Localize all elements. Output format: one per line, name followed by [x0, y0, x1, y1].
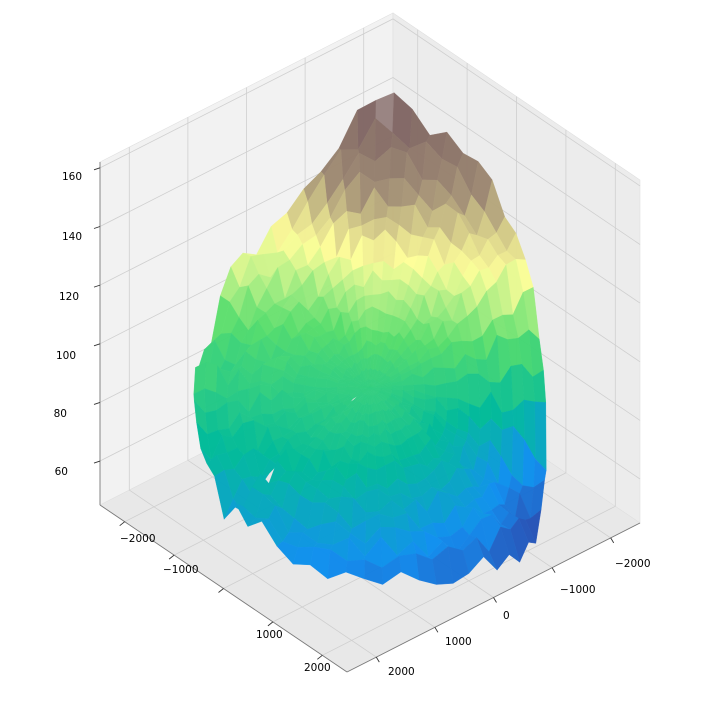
surface-facet — [365, 488, 379, 513]
surface-facet — [292, 382, 305, 394]
x-tick-label: 0 — [503, 610, 510, 622]
surface-facet — [361, 235, 374, 267]
surface-facet — [204, 388, 217, 414]
surface-facet — [345, 559, 365, 580]
z-tick-mark — [93, 226, 101, 229]
y-tick-mark — [317, 654, 323, 660]
y-tick-label: −1000 — [163, 564, 199, 576]
surface-facet — [364, 306, 373, 331]
z-tick-label: 140 — [62, 231, 82, 243]
z-tick-mark — [93, 401, 101, 405]
surface-mesh — [193, 92, 547, 585]
x-gridline — [128, 147, 377, 658]
z-tick-mark — [93, 167, 101, 171]
x-tick-mark — [493, 597, 497, 603]
y-tick-mark — [218, 588, 224, 593]
x-tick-label: 1000 — [445, 636, 472, 648]
z-tick-label: 100 — [56, 350, 76, 362]
z-gridline — [99, 18, 641, 187]
y-tick-label: −2000 — [120, 533, 156, 545]
z-tick-mark — [93, 460, 101, 464]
z-gridline — [99, 77, 641, 245]
surface-facet — [389, 147, 408, 179]
surface-facet — [387, 178, 405, 207]
surface-facet — [433, 367, 447, 387]
surface-facet — [434, 383, 448, 399]
y-tick-label: 2000 — [304, 662, 331, 674]
x-tick-mark — [375, 656, 380, 663]
surface-facet — [443, 367, 458, 384]
z-tick-label: 160 — [62, 171, 82, 183]
x-tick-mark — [610, 537, 615, 544]
tick-marks — [93, 167, 615, 663]
y-tick-mark — [119, 521, 125, 527]
x-tick-label: −1000 — [560, 584, 596, 596]
z-tick-label: 60 — [55, 466, 68, 478]
y-tick-mark — [267, 621, 274, 627]
y-gridline — [322, 163, 616, 656]
z-tick-mark — [93, 284, 101, 288]
surface-facet — [315, 378, 328, 388]
x-tick-mark — [434, 627, 439, 633]
y-tick-label: 1000 — [256, 629, 283, 641]
z-tick-label: 120 — [59, 291, 79, 303]
y-tick-mark — [168, 554, 175, 560]
surface-facet — [445, 381, 459, 400]
x-tick-label: −2000 — [615, 558, 651, 570]
surface-facet — [204, 362, 218, 393]
surface-facet — [368, 412, 374, 428]
z-tick-mark — [93, 343, 101, 347]
surface-facet — [424, 397, 437, 412]
x-tick-mark — [551, 567, 556, 573]
z-tick-label: 80 — [54, 408, 67, 420]
surface-facet — [467, 373, 481, 409]
x-tick-label: 2000 — [388, 666, 415, 678]
